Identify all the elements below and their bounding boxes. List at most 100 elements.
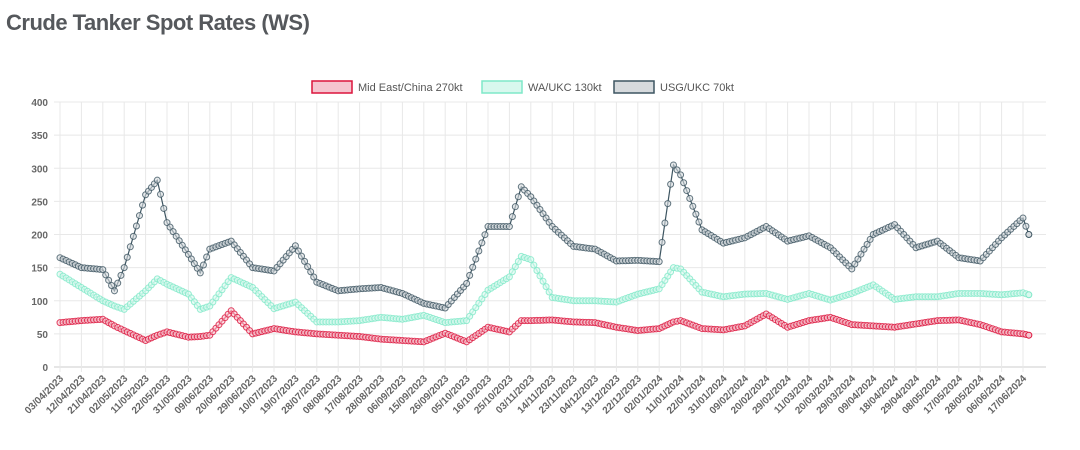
data-point <box>105 276 113 284</box>
data-point <box>310 273 318 281</box>
data-point <box>692 210 700 218</box>
y-tick-label: 200 <box>31 231 48 242</box>
data-point <box>527 256 535 264</box>
data-point <box>505 273 513 281</box>
data-point <box>307 268 315 276</box>
data-point <box>860 245 868 253</box>
data-point <box>863 240 871 248</box>
data-point <box>135 212 143 220</box>
data-point <box>196 269 204 277</box>
data-point <box>673 166 681 174</box>
series-lines <box>56 161 1033 346</box>
data-point <box>472 255 480 263</box>
data-point <box>857 250 865 258</box>
data-point <box>511 263 519 271</box>
data-point <box>120 264 128 272</box>
data-point <box>689 202 697 210</box>
data-point <box>661 219 669 227</box>
data-point <box>514 257 522 265</box>
grid <box>54 101 1046 372</box>
y-tick-label: 400 <box>31 98 48 109</box>
legend-item: Mid East/China 270kt <box>311 80 463 94</box>
data-point <box>866 235 874 243</box>
data-point <box>1025 291 1033 299</box>
data-point <box>463 280 471 288</box>
data-point <box>117 271 125 279</box>
data-point <box>478 239 486 247</box>
data-point <box>530 261 538 269</box>
y-tick-label: 50 <box>37 330 49 341</box>
series-mid-east-china-270kt <box>56 307 1033 346</box>
data-point <box>533 266 541 274</box>
legend-label: USG/UKC 70kt <box>660 82 734 94</box>
data-point <box>539 277 547 285</box>
y-tick-label: 100 <box>31 297 48 308</box>
data-point <box>126 243 134 251</box>
data-point <box>475 247 483 255</box>
data-point <box>848 265 856 273</box>
data-point <box>508 213 516 221</box>
data-point <box>203 253 211 261</box>
data-point <box>298 252 306 260</box>
data-point <box>110 287 118 295</box>
legend-swatch <box>613 80 655 94</box>
data-point <box>680 179 688 187</box>
y-tick-label: 0 <box>42 363 48 374</box>
data-point <box>536 272 544 280</box>
series-usg-ukc-70kt <box>56 161 1033 312</box>
y-tick-label: 150 <box>31 264 48 275</box>
data-point <box>695 218 703 226</box>
x-axis: 03/04/202312/04/202321/04/202302/05/2023… <box>23 373 1029 416</box>
data-point <box>157 190 165 198</box>
data-point <box>508 268 516 276</box>
data-point <box>664 200 672 208</box>
data-point <box>658 238 666 246</box>
legend-item: USG/UKC 70kt <box>613 80 734 94</box>
legend-label: Mid East/China 270kt <box>358 82 463 94</box>
data-point <box>139 201 147 209</box>
data-point <box>301 257 309 265</box>
data-point <box>854 255 862 263</box>
data-point <box>655 258 663 266</box>
y-tick-label: 250 <box>31 197 48 208</box>
data-point <box>514 193 522 201</box>
data-point <box>505 223 513 231</box>
data-point <box>511 203 519 211</box>
data-point <box>102 271 110 279</box>
data-point <box>669 161 677 169</box>
data-point <box>1019 214 1027 222</box>
data-point <box>199 261 207 269</box>
legend-swatch <box>311 80 353 94</box>
data-point <box>129 232 137 240</box>
data-point <box>123 253 131 261</box>
y-tick-label: 300 <box>31 164 48 175</box>
data-point <box>294 247 302 255</box>
data-point <box>469 263 477 271</box>
data-point <box>304 263 312 271</box>
data-point <box>466 271 474 279</box>
data-point <box>153 176 161 184</box>
data-point <box>114 279 122 287</box>
legend-label: WA/UKC 130kt <box>528 82 602 94</box>
data-point <box>291 242 299 250</box>
data-point <box>1025 231 1033 238</box>
data-point <box>667 180 675 188</box>
series-wa-ukc-130kt <box>56 252 1033 327</box>
y-axis: 0 50 100 150 200 250 300 350 400 <box>31 98 48 374</box>
data-point <box>1022 222 1030 230</box>
data-point <box>677 171 685 179</box>
legend-item: WA/UKC 130kt <box>481 80 602 94</box>
data-point <box>108 282 116 290</box>
y-tick-label: 350 <box>31 131 48 142</box>
data-point <box>542 283 550 291</box>
data-point <box>99 266 107 274</box>
data-point <box>160 204 168 212</box>
data-point <box>851 260 859 268</box>
data-point <box>132 222 140 230</box>
chart-title: Crude Tanker Spot Rates (WS) <box>6 10 310 35</box>
data-point <box>683 187 691 195</box>
legend-swatch <box>481 80 523 94</box>
data-point <box>481 231 489 239</box>
data-point <box>1025 331 1033 339</box>
